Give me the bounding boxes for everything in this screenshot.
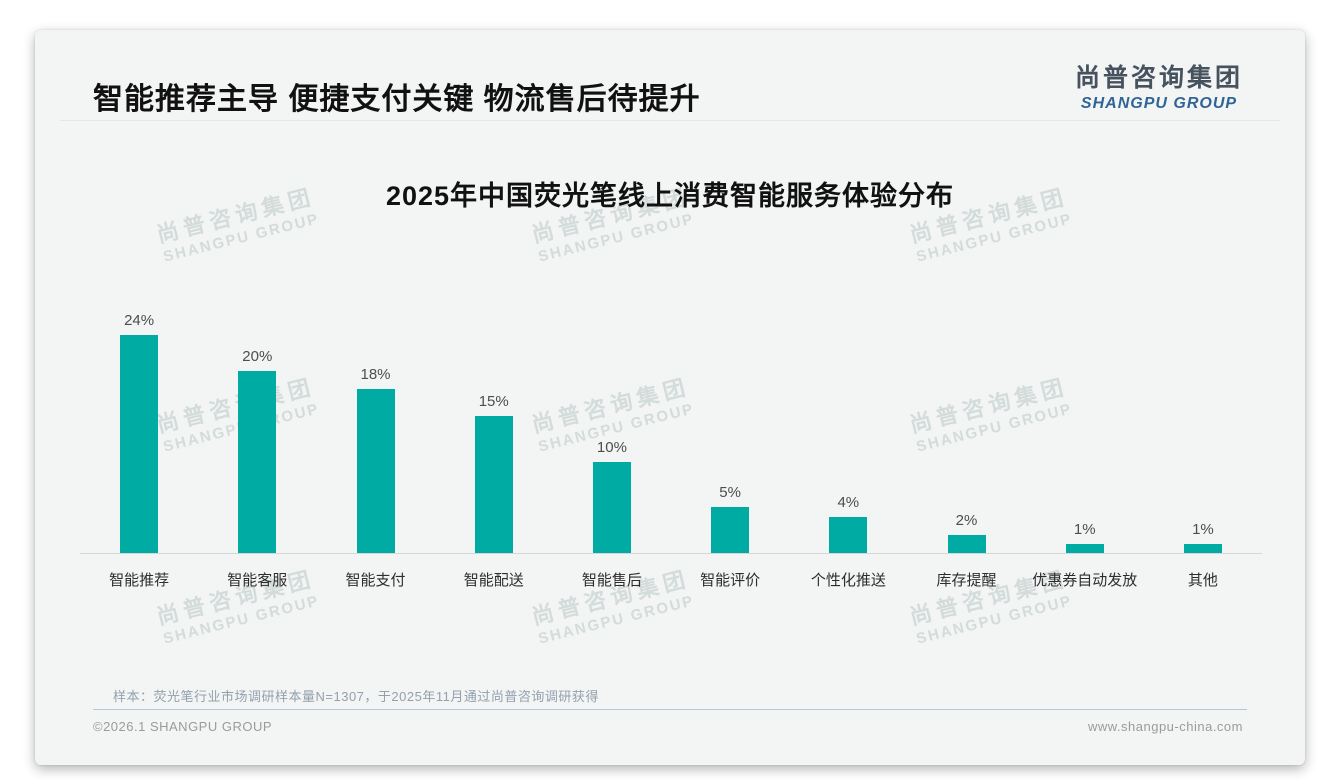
category-label: 库存提醒 [936, 572, 997, 589]
bar [711, 507, 750, 553]
bar-value-label: 1% [1073, 521, 1096, 538]
bar-column: 10% [553, 439, 671, 553]
bar-value-label: 10% [596, 439, 627, 456]
bar-value-label: 4% [837, 494, 860, 511]
bar-column: 24% [80, 312, 198, 553]
slide-card: 尚普咨询集团 SHANGPU GROUP 尚普咨询集团 SHANGPU GROUP 尚普… [35, 30, 1305, 765]
category-label: 智能配送 [463, 572, 524, 589]
bar-column: 4% [789, 494, 907, 553]
category-label: 优惠券自动发放 [1032, 572, 1138, 589]
slide-title: 智能推荐主导 便捷支付关键 物流售后待提升 [93, 83, 701, 116]
bar-value-label: 18% [360, 366, 391, 383]
company-logo: 尚普咨询集团 SHANGPU GROUP [1075, 58, 1243, 113]
bar-chart-plot-area: 24% 20% 18% 15% 10% 5% 4% 2% 1% 1% [80, 280, 1262, 553]
category-label: 个性化推送 [810, 572, 886, 589]
category-label: 智能客服 [227, 572, 288, 589]
sample-note: 样本：荧光笔行业市场调研样本量N=1307，于2025年11月通过尚普咨询调研获… [113, 689, 599, 704]
bar-column: 1% [1144, 521, 1262, 553]
category-label: 智能评价 [700, 572, 761, 589]
bar [356, 389, 395, 553]
bar [120, 335, 159, 553]
bar [1183, 544, 1222, 553]
bar-column: 5% [671, 484, 789, 553]
bar-column: 1% [1026, 521, 1144, 553]
category-label: 智能推荐 [109, 572, 170, 589]
bar [238, 371, 277, 553]
bar-value-label: 2% [955, 512, 978, 529]
bar [592, 462, 631, 553]
copyright-text: ©2026.1 SHANGPU GROUP [93, 719, 273, 734]
slide-content: 智能推荐主导 便捷支付关键 物流售后待提升 尚普咨询集团 SHANGPU GRO… [35, 30, 1305, 765]
bar-column: 20% [198, 348, 316, 553]
bar-column: 18% [316, 366, 434, 553]
chart-title: 2025年中国荧光笔线上消费智能服务体验分布 [385, 181, 955, 211]
bar-column: 15% [435, 393, 553, 553]
bar [829, 517, 868, 553]
bar-column: 2% [907, 512, 1025, 553]
bar-value-label: 5% [719, 484, 741, 501]
category-label: 其他 [1187, 572, 1218, 589]
bar-value-label: 1% [1192, 521, 1214, 538]
bar [474, 416, 513, 553]
website-url: www.shangpu-china.com [1087, 719, 1243, 734]
logo-chinese-text: 尚普咨询集团 [1074, 64, 1243, 92]
footer-divider [93, 709, 1247, 710]
category-label: 智能支付 [345, 572, 406, 589]
logo-english-text: SHANGPU GROUP [1080, 95, 1238, 112]
x-axis-line [80, 553, 1262, 554]
category-axis: 智能推荐 智能客服 智能支付 智能配送 智能售后 智能评价 个性化推送 库存提醒 优惠券自动发放… [80, 569, 1262, 590]
bar-value-label: 20% [242, 348, 273, 365]
bar [947, 535, 986, 553]
category-label: 智能售后 [581, 572, 642, 589]
bar-value-label: 15% [478, 393, 509, 410]
bar-value-label: 24% [124, 312, 155, 329]
title-divider [60, 120, 1280, 121]
bar [1065, 544, 1104, 553]
